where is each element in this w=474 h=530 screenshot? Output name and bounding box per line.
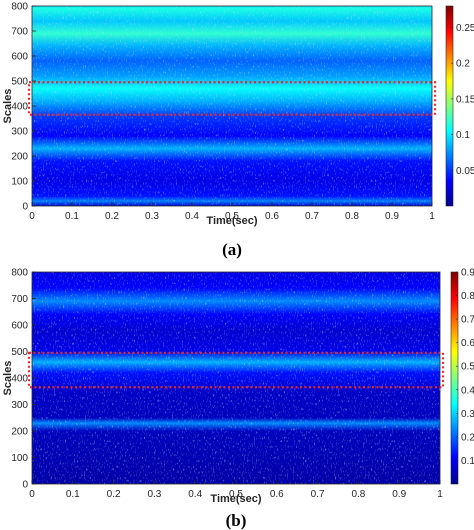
colorbar-tick-label: 0.6: [461, 338, 474, 349]
y-axis-label: Scales: [2, 89, 14, 124]
x-tick-label: 0.9: [392, 489, 406, 500]
y-tick-label: 400: [11, 102, 28, 113]
x-tick-label: 0.8: [351, 489, 365, 500]
y-tick-label: 600: [11, 321, 28, 332]
y-tick-label: 0: [22, 202, 28, 213]
x-tick-label: 0.7: [311, 489, 325, 500]
y-tick-label: 500: [11, 77, 28, 88]
y-tick-label: 600: [11, 52, 28, 63]
x-tick-label: 0.6: [270, 489, 284, 500]
highlight-band: [27, 351, 445, 389]
colorbar-tick-label: 0.25: [456, 23, 474, 34]
x-tick-label: 0: [29, 489, 35, 500]
y-tick-label: 700: [11, 27, 28, 38]
y-tick-label: 400: [11, 374, 28, 385]
y-tick-label: 0: [22, 480, 28, 491]
heatmap-panel-1: 0 100 200 300 400 500 600 700 800 0 0.1 0.2 0.3 0.4 0.…: [2, 2, 474, 260]
y-tick-label: 800: [11, 2, 28, 13]
colorbar-tick-label: 0.1: [456, 130, 470, 141]
panel-caption: (b): [226, 511, 247, 530]
panel-caption: (a): [222, 240, 242, 259]
x-tick-label: 0.5: [225, 211, 239, 222]
colorbar-tick-label: 0.2: [461, 432, 474, 443]
colorbar-tick-label: 0.05: [456, 166, 474, 177]
colorbar-tick-label: 0.8: [461, 291, 474, 302]
heatmap-texture: [32, 6, 432, 206]
colorbar-tick-label: 0.2: [456, 59, 470, 70]
heatmap-texture: [32, 272, 440, 484]
x-tick-label: 0.3: [147, 489, 161, 500]
colorbar-tick-label: 0.7: [461, 315, 474, 326]
x-tick-label: 1: [437, 489, 443, 500]
highlight-band: [27, 81, 437, 116]
x-tick-label: 0.3: [145, 211, 159, 222]
colorbar-tick-label: 0.15: [456, 94, 474, 105]
x-tick-label: 0.4: [188, 489, 202, 500]
y-tick-label: 500: [11, 347, 28, 358]
x-tick-label: 0.5: [229, 489, 243, 500]
y-axis-label: Scales: [2, 361, 14, 396]
x-tick-label: 0.7: [305, 211, 319, 222]
y-tick-label: 300: [11, 127, 28, 138]
colorbar-tick-label: 0.1: [461, 456, 474, 467]
x-axis-label: Time(sec): [206, 215, 257, 227]
colorbar-tick-label: 0.5: [461, 362, 474, 373]
x-tick-label: 0.8: [345, 211, 359, 222]
x-tick-label: 0.9: [385, 211, 399, 222]
x-tick-label: 0.4: [185, 211, 199, 222]
y-tick-label: 100: [11, 453, 28, 464]
y-tick-label: 100: [11, 177, 28, 188]
y-tick-label: 800: [11, 268, 28, 279]
colorbar-tick-label: 0.3: [461, 409, 474, 420]
x-tick-label: 1: [429, 211, 435, 222]
x-tick-label: 0.1: [66, 489, 80, 500]
colorbar-tick-label: 0.4: [461, 385, 474, 396]
x-tick-label: 0.2: [107, 489, 121, 500]
y-tick-label: 200: [11, 152, 28, 163]
colorbar-tick-label: 0.9: [461, 268, 474, 279]
heatmap-panel-2: 0 100 200 300 400 500 600 700 800 0 0.1 0.2 0.3 0.4 0.…: [2, 268, 474, 530]
colorbar: [445, 5, 454, 207]
x-tick-label: 0.2: [105, 211, 119, 222]
x-tick-label: 0: [29, 211, 35, 222]
y-tick-label: 700: [11, 294, 28, 305]
colorbar: [450, 271, 459, 485]
y-tick-label: 200: [11, 427, 28, 438]
y-tick-label: 300: [11, 400, 28, 411]
x-tick-label: 0.6: [265, 211, 279, 222]
x-tick-label: 0.1: [65, 211, 79, 222]
x-axis-label: Time(sec): [210, 493, 261, 505]
